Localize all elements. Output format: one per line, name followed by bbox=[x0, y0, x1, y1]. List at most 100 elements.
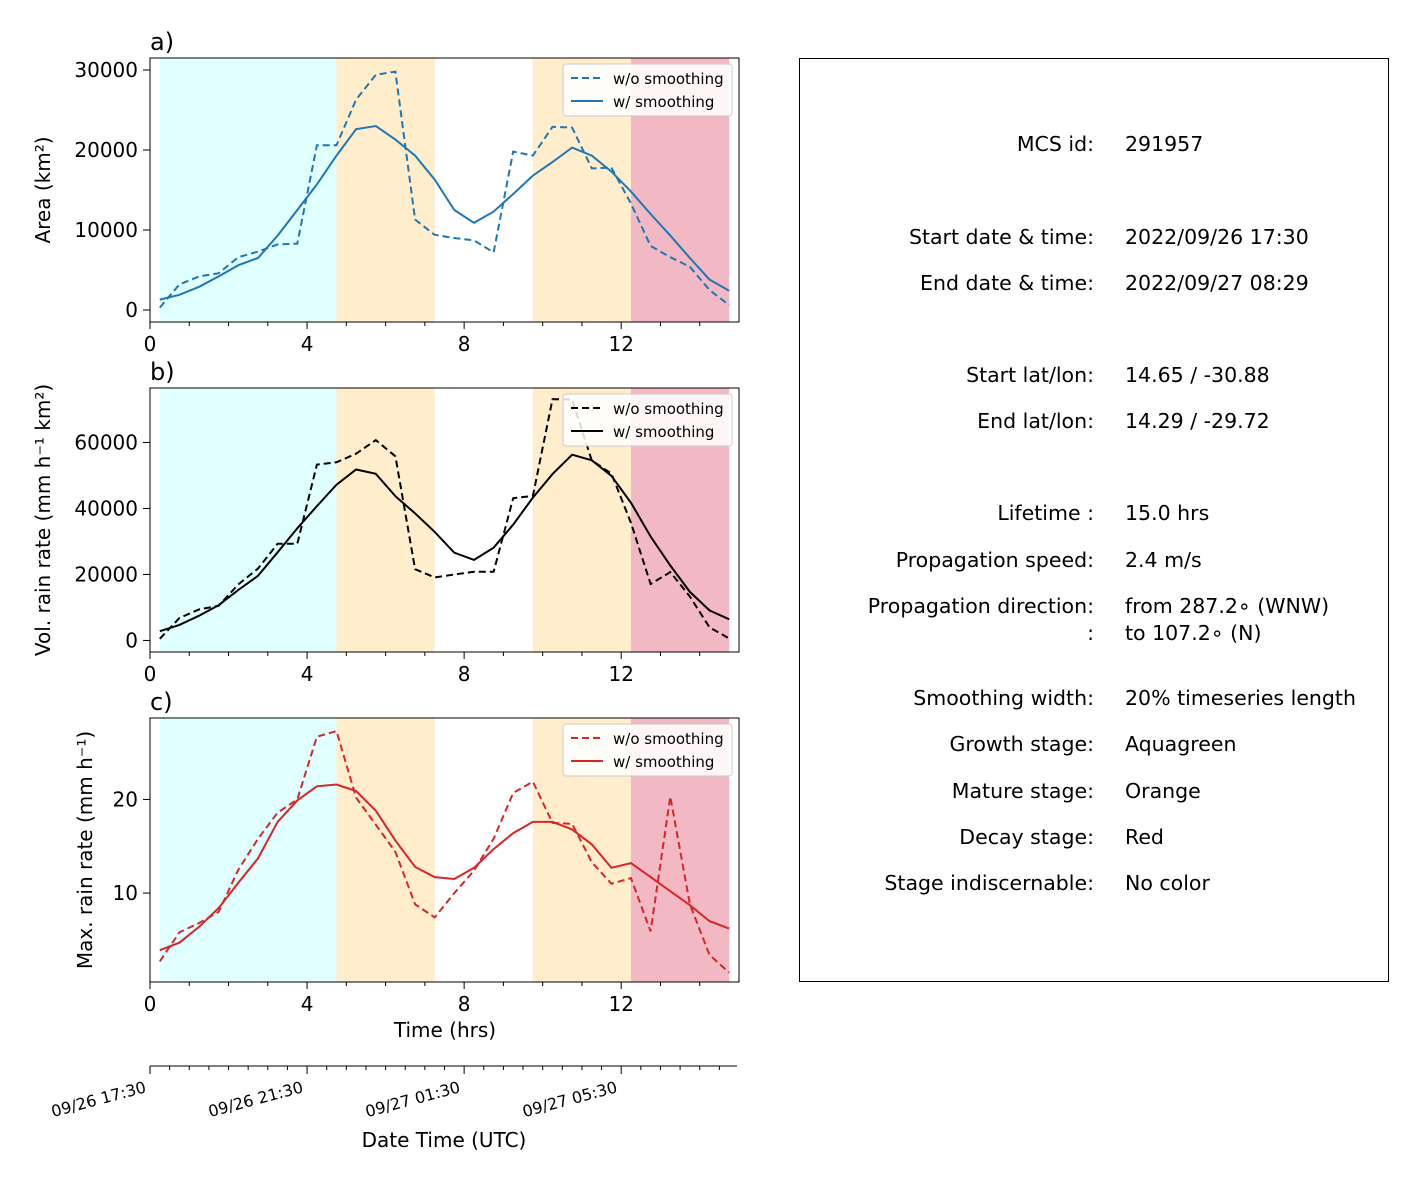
data-point-smoothed bbox=[472, 866, 476, 870]
info-label: Decay stage: bbox=[959, 825, 1094, 849]
info-label: Lifetime : bbox=[997, 501, 1094, 525]
data-point-smoothed bbox=[629, 501, 633, 505]
data-point-unsmoothed bbox=[727, 303, 731, 307]
data-point-unsmoothed bbox=[393, 850, 397, 854]
series-line-unsmoothed bbox=[159, 70, 730, 309]
data-point-unsmoothed bbox=[177, 616, 181, 620]
legend-box bbox=[562, 723, 733, 777]
info-label: : bbox=[1087, 621, 1094, 645]
data-point-unsmoothed bbox=[334, 460, 338, 464]
data-point-smoothed bbox=[197, 614, 201, 618]
data-point-unsmoothed bbox=[315, 143, 319, 147]
data-point-unsmoothed bbox=[570, 822, 574, 826]
data-point-smoothed bbox=[275, 820, 279, 824]
x-tick-label: 12 bbox=[608, 332, 633, 356]
data-point-unsmoothed bbox=[727, 636, 731, 640]
data-point-smoothed bbox=[177, 940, 181, 944]
panel-c-ylabel: Max. rain rate (mm h⁻¹) bbox=[73, 731, 97, 969]
data-point-smoothed bbox=[354, 467, 358, 471]
data-point-smoothed bbox=[158, 948, 162, 952]
data-point-smoothed bbox=[590, 842, 594, 846]
data-point-smoothed bbox=[217, 274, 221, 278]
data-point-smoothed bbox=[550, 472, 554, 476]
data-point-smoothed bbox=[688, 903, 692, 907]
data-point-smoothed bbox=[393, 137, 397, 141]
data-point-smoothed bbox=[550, 820, 554, 824]
data-point-smoothed bbox=[374, 808, 378, 812]
x-tick-label: 4 bbox=[301, 662, 314, 686]
info-value: 2022/09/27 08:29 bbox=[1125, 271, 1309, 295]
data-point-unsmoothed bbox=[197, 607, 201, 611]
y-tick-label: 10000 bbox=[74, 218, 138, 242]
info-mcs-id: MCS id: 291957 bbox=[800, 130, 1390, 158]
data-point-unsmoothed bbox=[413, 217, 417, 221]
series-line-smoothed bbox=[159, 783, 730, 952]
data-point-smoothed bbox=[413, 511, 417, 515]
data-point-smoothed bbox=[570, 827, 574, 831]
info-label: Start lat/lon: bbox=[966, 363, 1094, 387]
data-point-smoothed bbox=[236, 881, 240, 885]
data-point-unsmoothed bbox=[550, 125, 554, 129]
data-point-smoothed bbox=[393, 494, 397, 498]
data-point-smoothed bbox=[177, 623, 181, 627]
data-point-unsmoothed bbox=[158, 959, 162, 963]
data-point-unsmoothed bbox=[413, 567, 417, 571]
data-point-unsmoothed bbox=[315, 462, 319, 466]
data-point-unsmoothed bbox=[688, 594, 692, 598]
info-growth: Growth stage: Aquagreen bbox=[800, 730, 1390, 758]
y-tick-label: 0 bbox=[125, 628, 138, 652]
data-point-unsmoothed bbox=[688, 265, 692, 269]
panel-c-maxrain: c) 0 4 8 12 10 20 w/o smoothing w/ smoothing Ma… bbox=[73, 688, 740, 1042]
series-line-smoothed bbox=[159, 453, 730, 633]
data-point-unsmoothed bbox=[413, 902, 417, 906]
data-point-unsmoothed bbox=[590, 166, 594, 170]
data-point-unsmoothed bbox=[275, 810, 279, 814]
data-point-smoothed bbox=[374, 124, 378, 128]
data-point-unsmoothed bbox=[511, 791, 515, 795]
data-point-smoothed bbox=[629, 861, 633, 865]
data-point-smoothed bbox=[648, 534, 652, 538]
info-value: 2.4 m/s bbox=[1125, 548, 1202, 572]
data-point-smoothed bbox=[688, 256, 692, 260]
info-label: End lat/lon: bbox=[977, 409, 1094, 433]
info-label: Growth stage: bbox=[949, 732, 1094, 756]
data-point-smoothed bbox=[315, 504, 319, 508]
data-point-unsmoothed bbox=[648, 244, 652, 248]
data-point-smoothed bbox=[295, 526, 299, 530]
data-point-smoothed bbox=[217, 906, 221, 910]
data-point-unsmoothed bbox=[275, 242, 279, 246]
data-point-smoothed bbox=[158, 297, 162, 301]
x-tick-label: 4 bbox=[301, 992, 314, 1016]
mcs-info-panel: MCS id: 291957 Start date & time: 2022/0… bbox=[799, 58, 1389, 982]
y-tick-label: 0 bbox=[125, 298, 138, 322]
plot-frame bbox=[149, 387, 740, 653]
series-line-unsmoothed bbox=[159, 398, 730, 640]
plot-frame bbox=[149, 57, 740, 323]
data-point-unsmoothed bbox=[452, 572, 456, 576]
data-point-smoothed bbox=[590, 458, 594, 462]
data-point-unsmoothed bbox=[491, 250, 495, 254]
info-value: 291957 bbox=[1125, 132, 1204, 156]
data-point-smoothed bbox=[413, 153, 417, 157]
data-point-smoothed bbox=[668, 889, 672, 893]
data-point-smoothed bbox=[648, 875, 652, 879]
y-tick-label: 40000 bbox=[74, 496, 138, 520]
data-point-unsmoothed bbox=[668, 255, 672, 259]
info-value: 2022/09/26 17:30 bbox=[1125, 225, 1309, 249]
data-point-unsmoothed bbox=[570, 125, 574, 129]
data-point-unsmoothed bbox=[256, 837, 260, 841]
data-point-smoothed bbox=[727, 289, 731, 293]
data-point-unsmoothed bbox=[491, 837, 495, 841]
data-point-smoothed bbox=[236, 588, 240, 592]
data-point-smoothed bbox=[177, 293, 181, 297]
data-point-smoothed bbox=[531, 173, 535, 177]
x-tick-label: 12 bbox=[608, 662, 633, 686]
data-point-unsmoothed bbox=[668, 794, 672, 798]
data-point-smoothed bbox=[668, 563, 672, 567]
panel-b-ylabel: Vol. rain rate (mm h⁻¹ km²) bbox=[31, 384, 55, 656]
data-point-unsmoothed bbox=[275, 542, 279, 546]
info-direction: Propagation direction: from 287.2∘ (WNW) bbox=[800, 592, 1390, 620]
data-point-smoothed bbox=[531, 820, 535, 824]
info-direction-to: : to 107.2∘ (N) bbox=[800, 619, 1390, 647]
